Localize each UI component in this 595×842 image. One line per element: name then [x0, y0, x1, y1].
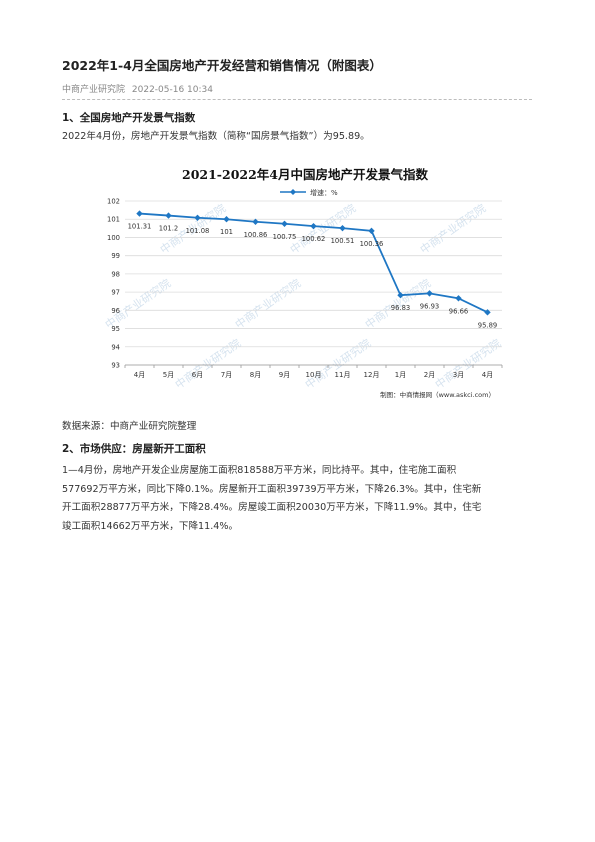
- x-tick-label: 8月: [250, 371, 261, 379]
- data-point: [484, 309, 491, 316]
- data-label: 100.75: [273, 233, 297, 241]
- x-tick-label: 12月: [364, 371, 380, 379]
- paragraph-line: 577692万平方米，同比下降0.1%。房屋新开工面积39739万平方米，下降2…: [62, 483, 482, 495]
- x-tick-label: 7月: [221, 371, 232, 379]
- grid: [125, 200, 502, 366]
- x-axis: 4月 5月 6月 7月 8月 9月 10月 11月 12月 1月 2月 3月 4月: [124, 365, 503, 379]
- y-tick-label: 95: [111, 325, 120, 333]
- article-title: 2022年1-4月全国房地产开发经营和销售情况（附图表）: [62, 58, 382, 73]
- y-tick-label: 97: [111, 289, 120, 297]
- data-label: 100.36: [360, 240, 384, 248]
- section1-heading: 1、全国房地产开发景气指数: [62, 112, 196, 124]
- paragraph-line: 1—4月份，房地产开发企业房屋施工面积818588万平方米，同比持平。其中，住宅…: [62, 465, 457, 476]
- x-tick-label: 5月: [163, 371, 174, 379]
- divider: [62, 99, 532, 100]
- data-source: 数据来源：中商产业研究院整理: [62, 421, 197, 432]
- data-label: 101.08: [186, 227, 210, 235]
- y-tick-label: 94: [111, 343, 120, 351]
- data-label: 101.2: [159, 225, 178, 233]
- data-label: 95.89: [478, 321, 497, 329]
- data-label: 100.51: [331, 237, 355, 245]
- x-tick-label: 10月: [306, 371, 322, 379]
- chart-background: [100, 152, 510, 405]
- data-label: 101.31: [128, 223, 152, 231]
- paragraph-line: 开工面积28877万平方米，下降28.4%。房屋竣工面积20030万平方米，下降…: [62, 502, 482, 513]
- data-labels: 101.31 101.2 101.08 101 100.86 100.75 100.62 10…: [128, 223, 498, 330]
- y-tick-label: 98: [111, 270, 120, 278]
- section2-heading: 2、市场供应：房屋新开工面积: [62, 443, 206, 455]
- y-tick-label: 96: [111, 307, 120, 315]
- data-label: 96.93: [420, 302, 439, 310]
- data-label: 96.66: [449, 307, 468, 315]
- x-tick-label: 4月: [134, 371, 145, 379]
- x-tick-label: 11月: [335, 371, 351, 379]
- x-tick-label: 3月: [453, 371, 464, 379]
- data-point: [165, 212, 172, 219]
- data-label: 100.62: [302, 235, 326, 243]
- chart-title: 2021-2022年4月中国房地产开发景气指数: [182, 167, 428, 182]
- publish-datetime: 2022-05-16 10:34: [131, 85, 213, 95]
- legend: 增速：%: [280, 188, 338, 197]
- y-tick-label: 99: [111, 252, 120, 260]
- data-point: [426, 290, 433, 297]
- section2-paragraph: 1—4月份，房地产开发企业房屋施工面积818588万平方米，同比持平。其中，住宅…: [62, 462, 534, 536]
- paragraph-line: 竣工面积14662万平方米，下降11.4%。: [62, 520, 239, 532]
- x-tick-label: 1月: [395, 371, 406, 379]
- y-tick-label: 101: [107, 216, 120, 224]
- data-label: 100.86: [244, 231, 268, 239]
- legend-label: 增速：%: [310, 188, 338, 197]
- section1-text: 2022年4月份，房地产开发景气指数（简称“国房景气指数”）为95.89。: [62, 131, 370, 142]
- data-point: [368, 227, 375, 235]
- y-tick-label: 93: [111, 362, 120, 370]
- data-point: [252, 218, 259, 225]
- article-meta: 中商产业研究院 2022-05-16 10:34: [62, 82, 217, 95]
- y-tick-label: 102: [107, 198, 120, 206]
- chart: 中商产业研究院 中商产业研究院 中商产业研究院 中商产业研究院 中商产业研究院 中商产业研…: [100, 152, 510, 405]
- data-point: [281, 220, 288, 227]
- chart-footer: 制图：中商情报网（www.askci.com）: [380, 390, 495, 399]
- x-tick-label: 2月: [424, 371, 435, 379]
- data-label: 96.83: [391, 304, 410, 312]
- author[interactable]: 中商产业研究院: [62, 85, 126, 95]
- data-label: 101: [220, 228, 233, 236]
- data-point: [339, 224, 346, 232]
- y-axis: 93 94 95 96 97 98 99 100 101 102: [107, 198, 120, 370]
- data-point: [310, 222, 317, 230]
- legend-marker: [290, 189, 296, 195]
- x-tick-label: 4月: [482, 371, 493, 379]
- data-point: [194, 214, 201, 221]
- x-tick-label: 6月: [192, 371, 203, 379]
- x-tick-label: 9月: [279, 371, 290, 379]
- y-tick-label: 100: [107, 234, 120, 242]
